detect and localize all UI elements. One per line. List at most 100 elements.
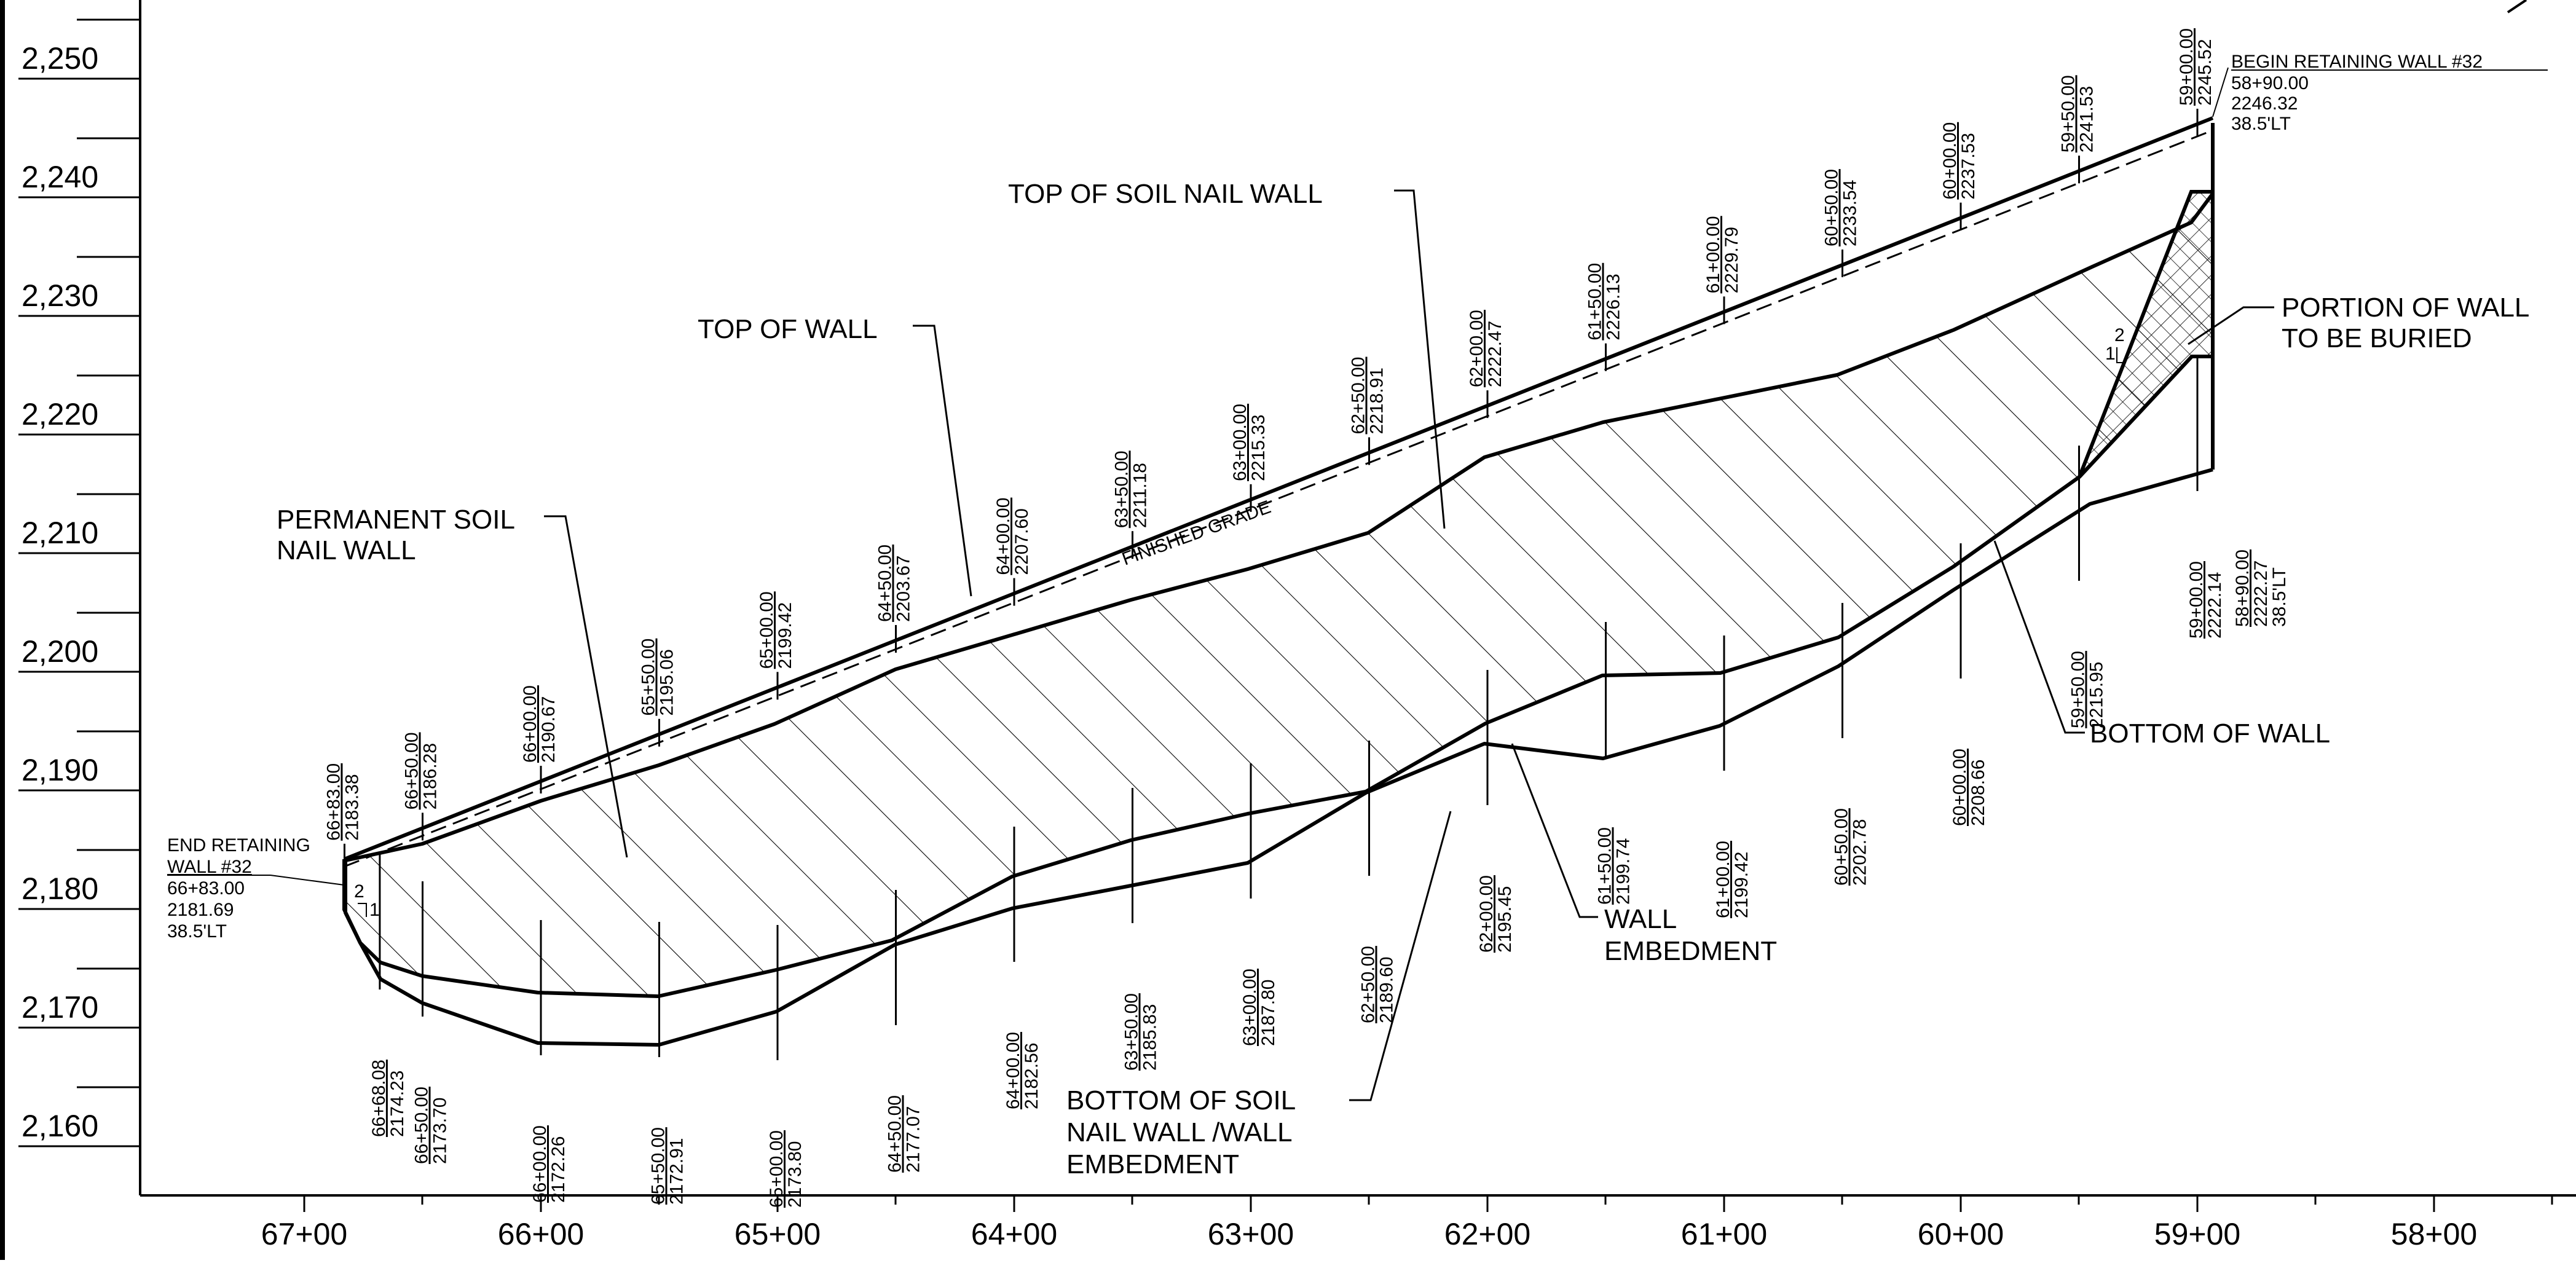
svg-text:64+50.00: 64+50.00 [875, 545, 896, 622]
svg-text:62+50.00: 62+50.00 [1358, 946, 1379, 1023]
elevation-tick-label: 2,200 [22, 634, 98, 669]
station-tick-label: 66+00 [498, 1217, 584, 1251]
svg-text:64+50.00: 64+50.00 [885, 1095, 905, 1173]
axes: 2,250 2,240 2,230 2,220 2,210 2,200 2,190 2,180… [18, 0, 2576, 1251]
svg-text:2241.53: 2241.53 [2077, 86, 2097, 152]
svg-text:2183.38: 2183.38 [342, 774, 362, 840]
svg-text:2185.83: 2185.83 [1140, 1004, 1160, 1071]
svg-text:60+00.00: 60+00.00 [1940, 122, 1960, 200]
svg-text:62+00.00: 62+00.00 [1476, 875, 1497, 953]
svg-text:62+50.00: 62+50.00 [1349, 357, 1369, 435]
station-tick-label: 67+00 [261, 1217, 347, 1251]
svg-text:2172.91: 2172.91 [667, 1138, 687, 1205]
portion-of-wall-label-1: PORTION OF WALL [2282, 293, 2529, 323]
svg-text:59+00.00: 59+00.00 [2186, 561, 2207, 639]
begin-wall-info: BEGIN RETAINING WALL #32 58+90.00 2246.3… [2212, 52, 2548, 134]
svg-text:2199.74: 2199.74 [1613, 838, 1634, 905]
svg-text:2215.95: 2215.95 [2087, 662, 2107, 728]
svg-text:2218.91: 2218.91 [1367, 368, 1387, 434]
svg-text:2215.33: 2215.33 [1248, 414, 1269, 481]
station-tick-label: 65+00 [735, 1217, 821, 1251]
svg-text:2195.45: 2195.45 [1495, 886, 1515, 953]
svg-text:61+50.00: 61+50.00 [1595, 827, 1615, 905]
begin-wall-elevation: 2246.32 [2231, 93, 2298, 114]
end-wall-station: 66+83.00 [167, 878, 245, 899]
bottom-soil-label-1: BOTTOM OF SOIL [1066, 1085, 1296, 1115]
end-wall-info: END RETAINING WALL #32 66+83.00 2181.69 … [167, 835, 345, 942]
svg-text:62+00.00: 62+00.00 [1467, 310, 1487, 387]
svg-text:2208.66: 2208.66 [1968, 760, 1988, 826]
permanent-soil-label-1: PERMANENT SOIL [277, 505, 515, 535]
svg-text:66+00.00: 66+00.00 [520, 685, 540, 763]
svg-text:63+00.00: 63+00.00 [1240, 969, 1260, 1046]
svg-text:2211.18: 2211.18 [1130, 463, 1151, 528]
bottom-soil-label-2: NAIL WALL /WALL [1066, 1117, 1293, 1147]
svg-text:2187.80: 2187.80 [1258, 980, 1278, 1046]
buried-wall-portion [2078, 190, 2215, 479]
end-wall-line1: END RETAINING [167, 835, 310, 856]
svg-text:2199.42: 2199.42 [775, 602, 795, 669]
svg-text:2186.28: 2186.28 [420, 743, 441, 809]
svg-text:2190.67: 2190.67 [538, 696, 559, 763]
svg-text:2233.54: 2233.54 [1840, 180, 1861, 246]
end-wall-line2: WALL #32 [167, 857, 252, 877]
svg-text:2237.53: 2237.53 [1958, 133, 1979, 199]
elevation-tick-label: 2,170 [22, 990, 98, 1025]
elevation-tick-label: 2,240 [22, 160, 98, 194]
svg-text:58+90.00: 58+90.00 [2232, 549, 2253, 627]
elevation-tick-label: 2,220 [22, 397, 98, 431]
wall-geometry [342, 116, 2215, 1047]
station-tick-label: 60+00 [1918, 1217, 2004, 1251]
svg-text:64+00.00: 64+00.00 [1003, 1032, 1023, 1109]
svg-text:38.5'LT: 38.5'LT [2269, 567, 2290, 627]
svg-text:2195.06: 2195.06 [657, 649, 677, 715]
svg-text:2172.26: 2172.26 [548, 1136, 569, 1203]
permanent-soil-label-2: NAIL WALL [277, 535, 416, 565]
slope-run-right: 1 [2105, 344, 2116, 364]
end-wall-elevation: 2181.69 [167, 900, 234, 920]
wall-embedment-label-2: EMBEDMENT [1604, 936, 1777, 966]
soil-nail-wall-region [344, 192, 2215, 998]
svg-text:2199.42: 2199.42 [1731, 852, 1752, 918]
svg-text:63+50.00: 63+50.00 [1112, 451, 1132, 528]
svg-text:2245.52: 2245.52 [2195, 39, 2215, 105]
svg-text:2189.60: 2189.60 [1377, 957, 1397, 1023]
svg-text:2226.13: 2226.13 [1604, 273, 1624, 340]
svg-text:59+50.00: 59+50.00 [2068, 651, 2089, 728]
top-of-wall-label: TOP OF WALL [698, 314, 878, 344]
svg-text:2174.23: 2174.23 [387, 1071, 408, 1137]
slope-run-left: 1 [369, 900, 380, 920]
svg-text:2222.47: 2222.47 [1485, 321, 1505, 387]
station-tick-label: 62+00 [1444, 1217, 1530, 1251]
station-tick-label: 63+00 [1208, 1217, 1294, 1251]
station-tick-label: 59+00 [2154, 1217, 2240, 1251]
svg-text:64+00.00: 64+00.00 [993, 498, 1014, 575]
begin-wall-line1: BEGIN RETAINING WALL #32 [2231, 52, 2483, 72]
end-wall-offset: 38.5'LT [167, 921, 227, 942]
elevation-tick-label: 2,210 [22, 516, 98, 550]
svg-text:66+50.00: 66+50.00 [412, 1087, 432, 1164]
